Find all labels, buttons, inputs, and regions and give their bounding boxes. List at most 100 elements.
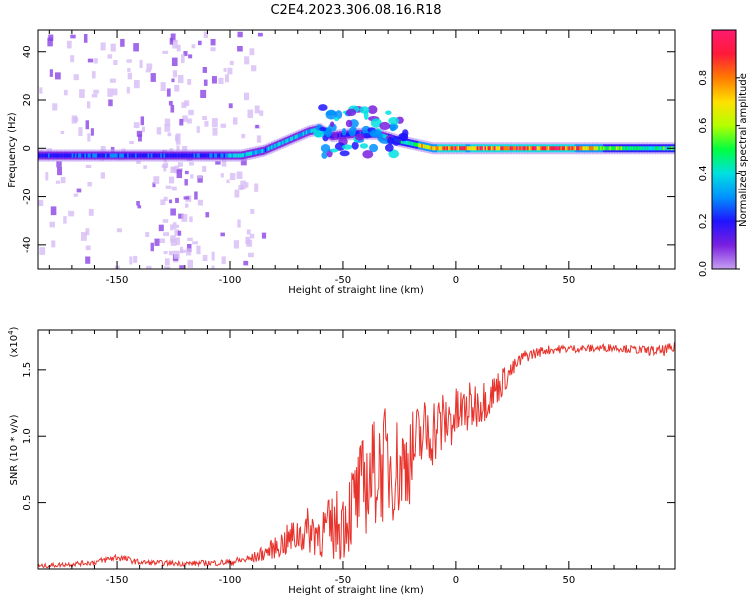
ridge-core bbox=[100, 153, 103, 158]
ridge-core bbox=[511, 146, 514, 151]
scatter-blob bbox=[318, 104, 328, 111]
speckle bbox=[240, 180, 246, 190]
ridge-core bbox=[109, 153, 112, 158]
speckle bbox=[164, 258, 170, 266]
scatter-blob bbox=[367, 105, 378, 115]
speckle bbox=[256, 135, 262, 143]
ridge-core bbox=[563, 146, 566, 151]
ridge-core bbox=[527, 146, 530, 151]
snr-series-line bbox=[38, 342, 675, 569]
speckle bbox=[63, 216, 67, 224]
ridge-core bbox=[147, 153, 150, 158]
ridge-core bbox=[127, 153, 130, 158]
ridge-core bbox=[305, 130, 309, 135]
ridge-core bbox=[498, 146, 501, 151]
ridge-core bbox=[234, 153, 237, 158]
ridge-core bbox=[225, 153, 228, 158]
speckle bbox=[109, 78, 116, 83]
y-tick-label: 1.5 bbox=[22, 362, 33, 378]
ridge-core bbox=[207, 153, 210, 158]
ridge-core bbox=[486, 146, 489, 151]
ridge-core bbox=[383, 134, 386, 139]
ridge-core bbox=[271, 145, 274, 150]
speckle bbox=[245, 182, 249, 188]
speckle bbox=[166, 88, 171, 97]
ridge-core bbox=[658, 146, 661, 151]
speckle bbox=[70, 34, 76, 39]
speckle bbox=[85, 120, 90, 130]
speckle bbox=[164, 118, 171, 126]
ridge-core bbox=[218, 153, 222, 158]
speckle bbox=[52, 103, 58, 111]
ridge-core bbox=[275, 143, 278, 148]
speckle bbox=[174, 84, 180, 92]
speckle bbox=[110, 43, 116, 52]
ridge-core bbox=[154, 153, 157, 158]
speckle bbox=[152, 182, 156, 188]
ridge-core bbox=[647, 146, 650, 151]
scatter-blob bbox=[362, 149, 374, 159]
speckle bbox=[63, 89, 68, 96]
ridge-core bbox=[49, 153, 52, 158]
speckle bbox=[90, 128, 94, 136]
ridge-core bbox=[252, 151, 255, 156]
ridge-core bbox=[451, 146, 454, 151]
speckle bbox=[194, 191, 198, 200]
speckle bbox=[220, 123, 226, 128]
speckle bbox=[73, 193, 79, 197]
ridge-core bbox=[215, 153, 218, 158]
ridge-core bbox=[142, 153, 146, 158]
spectrogram-axes: -150 -100 -50 0 50 -40 -20 0 20 40 bbox=[22, 30, 675, 286]
ridge-core bbox=[418, 143, 421, 148]
ridge-core bbox=[180, 153, 184, 158]
speckle bbox=[181, 214, 188, 222]
ridge-core bbox=[247, 152, 250, 157]
scatter-blob bbox=[320, 144, 331, 153]
speckle bbox=[86, 101, 91, 109]
speckle bbox=[211, 76, 217, 84]
scatter-blob bbox=[330, 148, 339, 153]
ridge-core bbox=[598, 146, 601, 151]
speckle bbox=[183, 51, 188, 57]
speckle bbox=[66, 40, 72, 49]
scatter-blob bbox=[341, 128, 347, 136]
ridge-core bbox=[184, 153, 187, 158]
speckle bbox=[39, 247, 46, 255]
ridge-core bbox=[634, 146, 637, 151]
ridge-core bbox=[104, 153, 108, 158]
ridge-core bbox=[40, 153, 43, 158]
ridge-core bbox=[63, 153, 67, 158]
speckle bbox=[228, 103, 233, 109]
scatter-blob bbox=[388, 149, 400, 159]
speckle bbox=[83, 33, 88, 43]
ridge-core bbox=[340, 133, 343, 138]
colorbar-tick-label: 0.4 bbox=[698, 165, 709, 181]
speckle bbox=[136, 201, 140, 206]
ridge-core bbox=[571, 146, 574, 151]
ridge-core bbox=[580, 146, 584, 151]
ridge-core bbox=[402, 139, 405, 144]
ridge-core bbox=[538, 146, 541, 151]
ridge-core bbox=[547, 146, 550, 151]
speckle bbox=[241, 133, 246, 139]
ridge-core bbox=[89, 153, 92, 158]
speckle bbox=[107, 88, 113, 97]
speckle bbox=[163, 251, 168, 255]
ridge-core bbox=[103, 153, 106, 158]
speckle bbox=[254, 105, 260, 114]
speckle bbox=[87, 133, 91, 142]
ridge-core bbox=[201, 153, 204, 158]
ridge-core bbox=[165, 153, 168, 158]
speckle bbox=[133, 43, 139, 52]
speckle bbox=[141, 126, 145, 133]
ridge-core bbox=[487, 146, 490, 151]
ridge-core bbox=[226, 153, 229, 158]
ridge-core bbox=[506, 146, 509, 151]
ridge-core bbox=[481, 146, 484, 151]
ridge-core bbox=[555, 146, 558, 151]
speckle bbox=[187, 259, 194, 268]
snr-y-multiplier-base: (x10 bbox=[9, 335, 20, 358]
speckle bbox=[205, 212, 210, 218]
ridge-core bbox=[302, 131, 305, 136]
ridge-core bbox=[549, 146, 552, 151]
